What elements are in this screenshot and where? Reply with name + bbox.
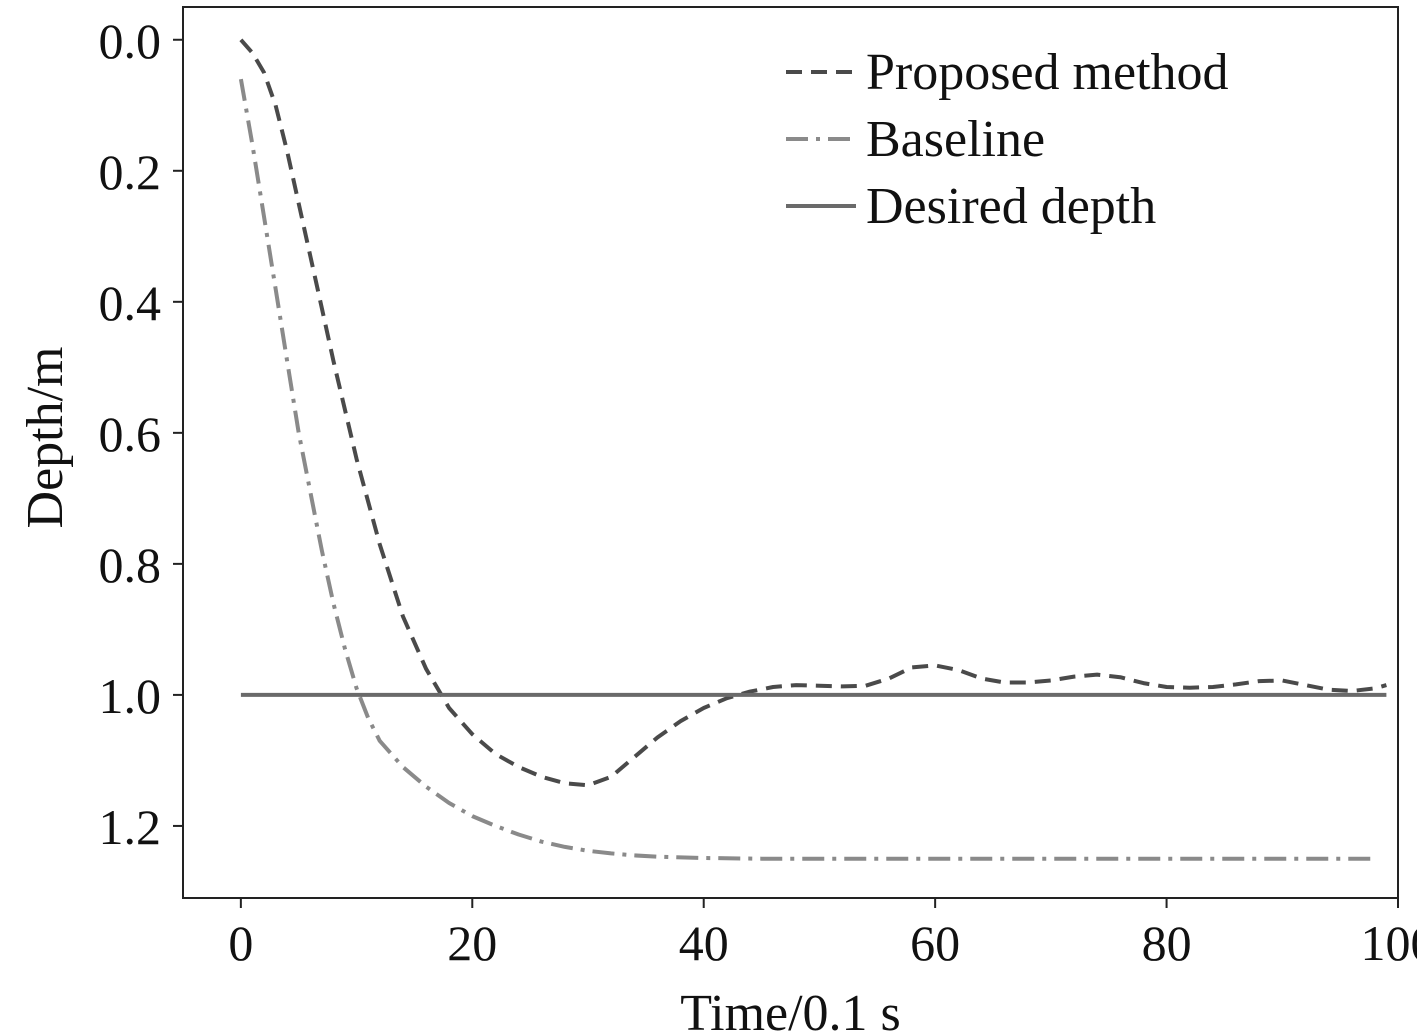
y-tick-label: 0.0 <box>99 13 162 69</box>
series-line-2 <box>238 78 1375 861</box>
x-tick-label: 0 <box>228 915 253 971</box>
legend-label-1: Proposed method <box>866 44 1229 101</box>
x-tick-label: 40 <box>679 915 729 971</box>
y-tick-label: 1.0 <box>99 668 162 724</box>
y-tick-label: 0.6 <box>99 406 162 462</box>
x-tick-label: 20 <box>447 915 497 971</box>
y-tick-label: 1.2 <box>99 799 162 855</box>
legend-label-3: Desired depth <box>866 178 1156 235</box>
y-tick-label: 0.4 <box>99 275 162 331</box>
x-tick-label: 100 <box>1361 915 1417 971</box>
x-axis-label: Time/0.1 s <box>680 985 901 1035</box>
series-layer <box>238 38 1387 861</box>
legend: Proposed method Baseline Desired depth <box>786 44 1229 235</box>
x-tick-label: 60 <box>910 915 960 971</box>
y-axis-label: Depth/m <box>17 347 74 529</box>
ticks-layer: 0 20 40 60 80 100 0.0 0.2 0.4 0.6 0.8 1.0 1.2 <box>99 13 1417 971</box>
y-tick-label: 0.8 <box>99 537 162 593</box>
y-tick-label: 0.2 <box>99 144 162 200</box>
series-line-1 <box>239 38 1387 788</box>
x-tick-label: 80 <box>1142 915 1192 971</box>
plot-frame <box>182 6 1399 899</box>
legend-label-2: Baseline <box>866 111 1045 168</box>
